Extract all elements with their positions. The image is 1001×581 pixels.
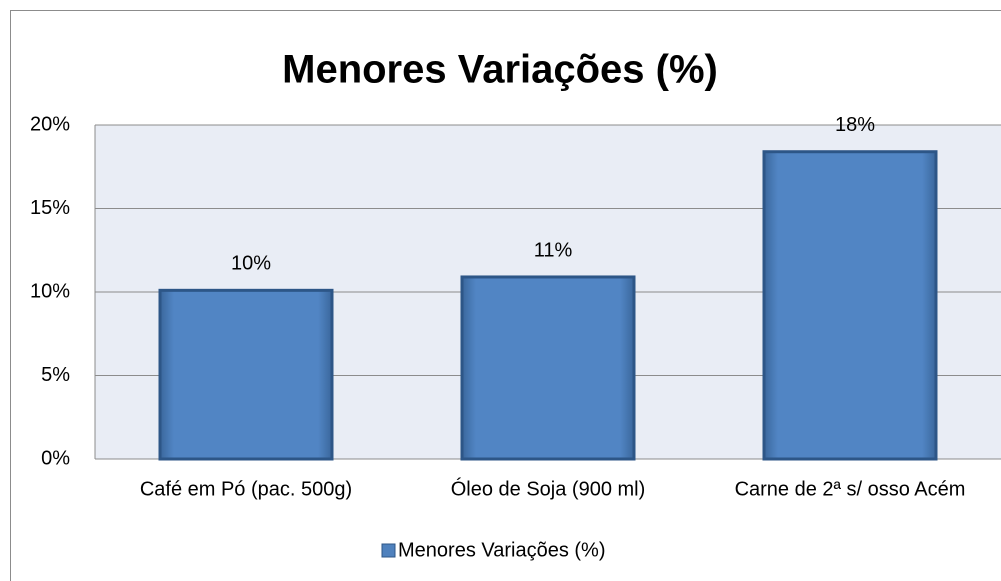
legend-label: Menores Variações (%) — [398, 539, 605, 561]
y-tick-label: 15% — [30, 197, 70, 219]
y-tick-label: 0% — [41, 447, 70, 469]
value-label: 18% — [835, 114, 875, 136]
x-tick-label: Óleo de Soja (900 ml) — [451, 477, 646, 500]
legend-swatch — [381, 543, 396, 558]
x-tick-label: Carne de 2ª s/ osso Acém — [735, 478, 966, 500]
x-tick-label: Café em Pó (pac. 500g) — [140, 478, 352, 500]
y-tick-label: 5% — [41, 364, 70, 386]
bar — [460, 275, 636, 461]
bar — [158, 288, 334, 461]
value-label: 11% — [534, 239, 573, 261]
value-label: 10% — [231, 253, 271, 275]
y-tick-label: 10% — [30, 280, 70, 302]
chart-title: Menores Variações (%) — [282, 48, 718, 92]
y-tick-label: 20% — [30, 113, 70, 135]
bar — [762, 150, 938, 461]
